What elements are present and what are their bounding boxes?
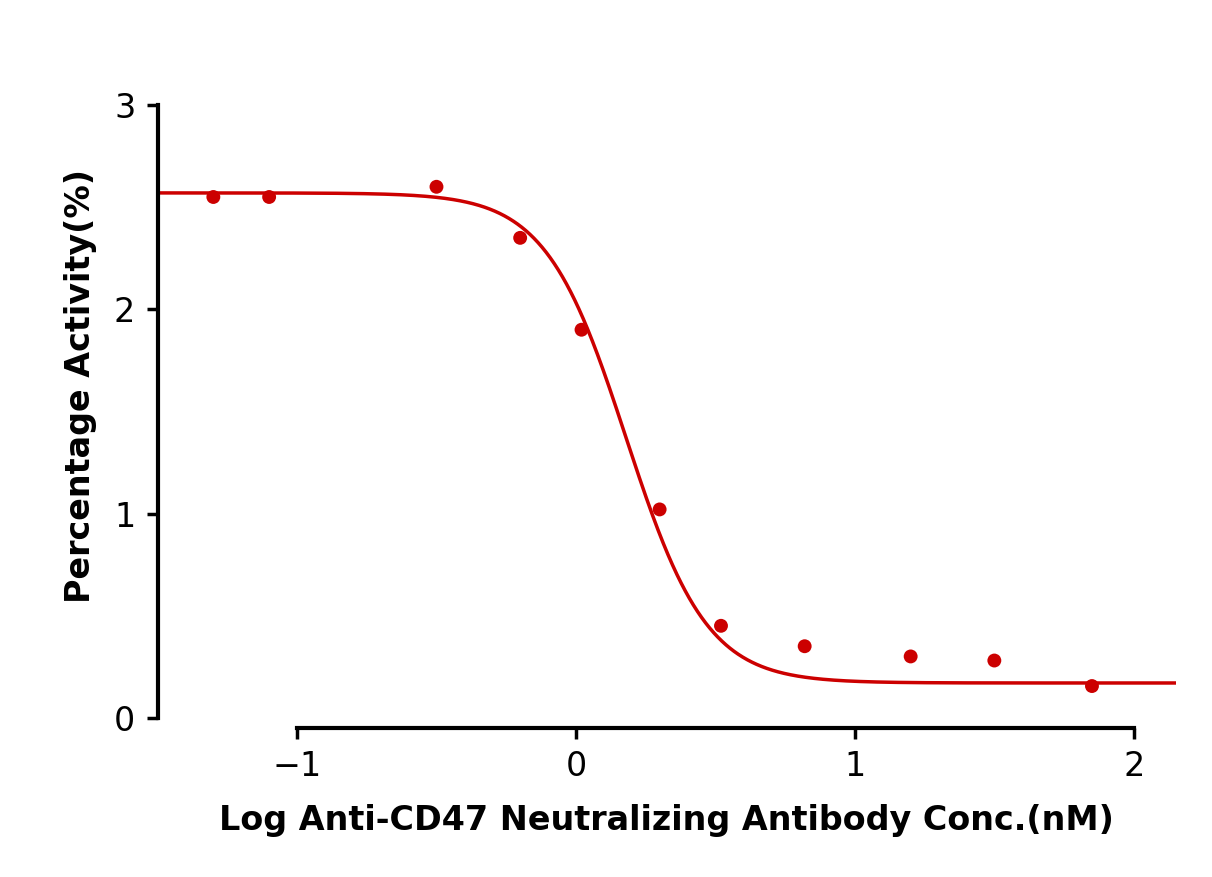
X-axis label: Log Anti-CD47 Neutralizing Antibody Conc.(nM): Log Anti-CD47 Neutralizing Antibody Conc… — [219, 804, 1114, 837]
Point — [984, 653, 1004, 667]
Y-axis label: Percentage Activity(%): Percentage Activity(%) — [64, 169, 97, 602]
Point — [427, 180, 446, 194]
Point — [650, 503, 669, 517]
Point — [1082, 679, 1102, 693]
Point — [204, 190, 223, 204]
Point — [510, 231, 530, 245]
Point — [259, 190, 279, 204]
Point — [572, 323, 591, 337]
Point — [795, 639, 814, 653]
Point — [711, 619, 731, 633]
Point — [901, 650, 920, 664]
